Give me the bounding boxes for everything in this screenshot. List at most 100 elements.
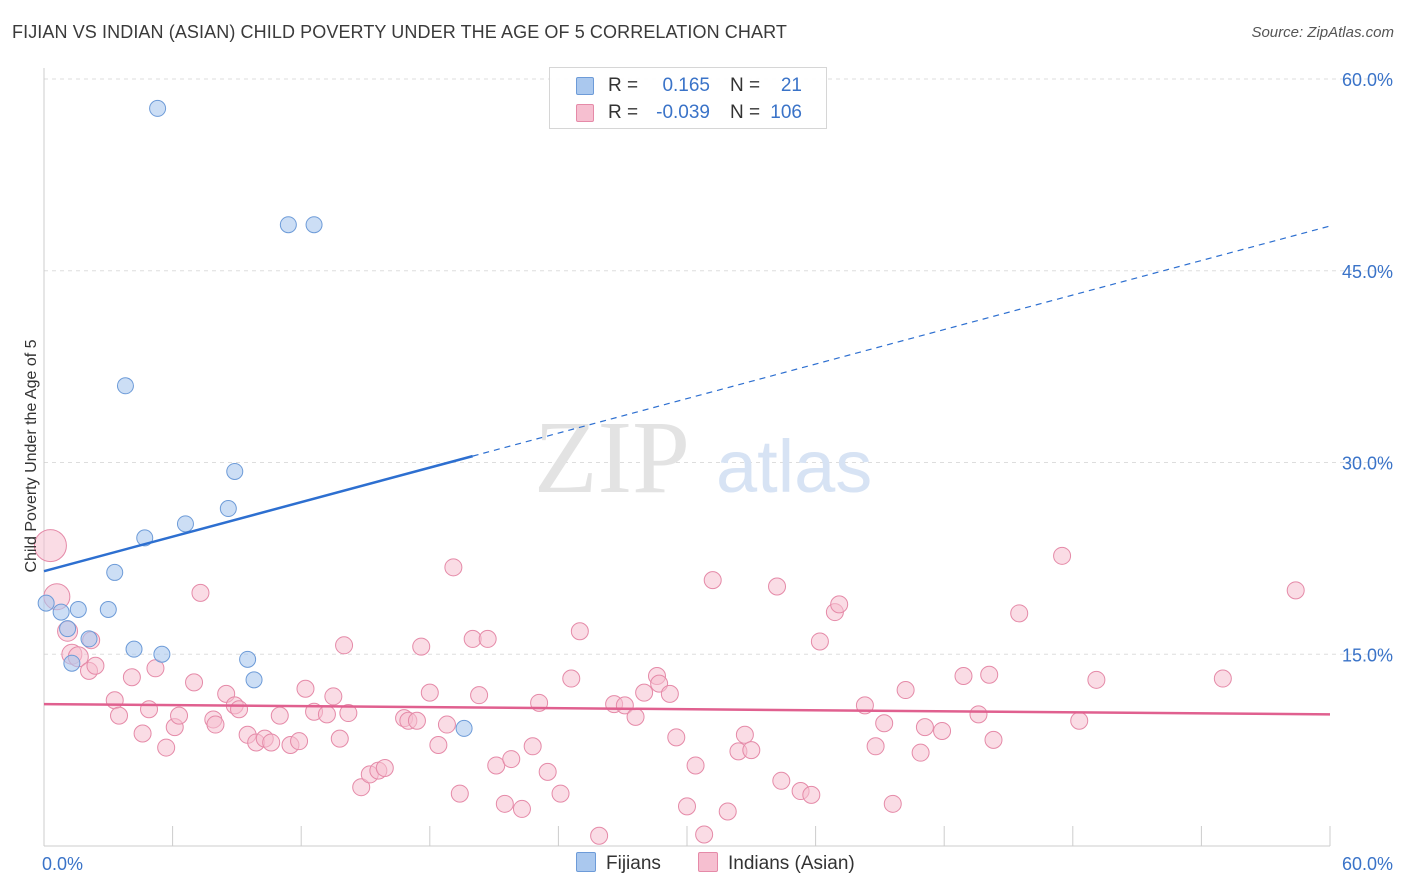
indians-point [140,700,159,719]
indians-point [830,595,849,614]
fijians-point [279,216,297,234]
fijians-point [219,500,237,518]
fijians-point [37,594,55,612]
x-tick-label: 0.0% [42,854,83,874]
x-tick-label: 60.0% [1342,854,1393,874]
watermark-zip: ZIP [534,400,690,515]
indians-point [157,738,176,757]
indians-point [1286,581,1305,600]
stats-row-fijians: R = 0.165 N = 21 [550,75,826,99]
indians-point [667,728,686,747]
indians-legend-swatch [698,852,718,872]
gridlines [44,78,1392,655]
fijians-point [125,640,143,658]
indians-point [523,737,542,756]
indians-point [1087,670,1106,689]
indians-point [270,706,289,725]
indians-point [352,778,371,797]
fijians-point [106,563,124,581]
fijians-point [63,654,81,672]
indians-point [686,756,705,775]
indians-point [538,762,557,781]
y-tick-label: 60.0% [1342,70,1393,90]
legend-label-indians: Indians (Asian) [728,853,855,874]
indians-point [296,679,315,698]
indians-point [133,724,152,743]
fijians-trend-extension [472,225,1331,457]
indians-point [883,794,902,813]
indians-point [1010,604,1029,623]
indians-point [1213,669,1232,688]
stats-box: R = 0.165 N = 21 R = -0.039 N = 106 [549,67,827,129]
indians-point [551,784,570,803]
indians-point [429,736,448,755]
indians-point [122,668,141,687]
indians-point [678,797,696,816]
legend-item-fijians[interactable]: Fijians [576,852,661,875]
indians-point [626,707,645,726]
indians-point [984,730,1003,749]
tick-labels: 15.0% 30.0% 45.0% 60.0% 0.0% 60.0% [42,70,1393,874]
indians-point [980,665,999,684]
y-tick-label: 45.0% [1342,262,1393,282]
indians-point [105,691,124,710]
fijians-point [305,216,323,234]
n-value: 106 [770,102,802,123]
stats-row-indians: R = -0.039 N = 106 [550,102,826,126]
indians-point [1070,711,1089,730]
indians-point [185,673,204,692]
indians-point [810,632,829,651]
indians-point [512,799,531,818]
fijians-point [69,601,87,619]
indians-point [911,743,930,762]
indians-point [191,583,210,602]
indians-point [896,681,915,700]
fijians-swatch [576,77,594,95]
indians-point [407,711,426,730]
n-value: 21 [780,75,802,96]
axes [43,68,1331,847]
indians-point [444,558,463,577]
indians-point [742,741,761,760]
watermark-atlas: atlas [716,425,872,508]
indians-point [375,759,394,778]
indians-point [703,571,722,590]
indians-point [487,756,506,775]
fijians-point [176,515,194,533]
trend-lines [43,225,1331,716]
indians-point [735,725,754,744]
indians-point [718,802,737,821]
legend-item-indians[interactable]: Indians (Asian) [698,852,855,875]
fijians-point [455,719,473,737]
indians-point [463,629,482,648]
indians-point [1053,546,1072,565]
indians-point [262,733,281,752]
indians-point [570,622,589,641]
indians-point [495,794,514,813]
indians-point [335,636,354,655]
indians-point [954,666,973,685]
n-label: N = [730,102,761,123]
indians-point [339,704,358,723]
indians-point [933,721,952,740]
indians-point [450,784,469,803]
indians-point [470,686,489,705]
fijians-point [52,603,70,621]
indians-point [146,659,165,678]
fijians-point [239,650,257,668]
fijians-legend-swatch [576,852,596,872]
indians-point [110,706,129,725]
indians-point [772,771,791,790]
indians-point [324,687,343,706]
indians-point [660,684,679,703]
source-label: Source: ZipAtlas.com [1251,24,1394,41]
r-value: 0.165 [662,75,710,96]
legend-label-fijians: Fijians [606,853,661,874]
fijians-point [226,462,244,480]
y-tick-label: 30.0% [1342,454,1393,474]
indians-point [478,629,497,648]
indians-point [437,715,456,734]
indians-point [206,715,225,734]
n-label: N = [730,75,761,96]
indians-series [33,529,1305,845]
